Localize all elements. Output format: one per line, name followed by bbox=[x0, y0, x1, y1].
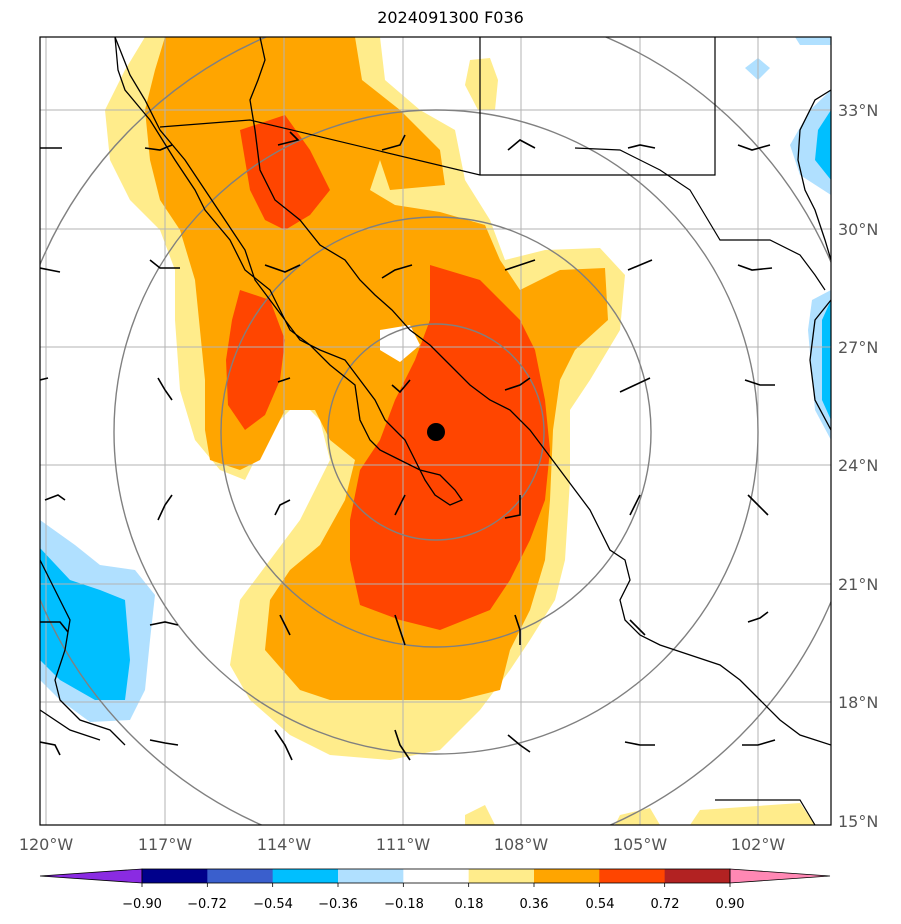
colorbar-labels: −0.90 −0.72 −0.54 −0.36 −0.18 0.18 0.36 … bbox=[122, 897, 744, 912]
lon-label: 105°W bbox=[613, 835, 668, 854]
colorbar-label: 0.54 bbox=[586, 897, 615, 912]
colorbar-segment bbox=[599, 869, 666, 883]
colorbar-segment bbox=[664, 869, 731, 883]
colorbar-label: 0.36 bbox=[520, 897, 549, 912]
lat-label: 18°N bbox=[838, 693, 878, 712]
lon-label: 111°W bbox=[376, 835, 431, 854]
lat-label: 33°N bbox=[838, 101, 878, 120]
colorbar-label: 0.18 bbox=[455, 897, 484, 912]
shading-red-orange bbox=[226, 115, 550, 630]
colorbar-extend-min bbox=[39, 868, 143, 884]
colorbar-label: 0.72 bbox=[651, 897, 680, 912]
borders bbox=[159, 37, 826, 825]
colorbar-label: −0.54 bbox=[253, 897, 293, 912]
shading-blue bbox=[40, 110, 831, 700]
lon-label: 120°W bbox=[19, 835, 74, 854]
colorbar-label: −0.72 bbox=[187, 897, 227, 912]
lon-label: 102°W bbox=[731, 835, 786, 854]
colorbar-segments bbox=[39, 868, 831, 884]
colorbar-segment bbox=[468, 869, 535, 883]
colorbar-label: −0.36 bbox=[318, 897, 358, 912]
coastlines bbox=[40, 37, 831, 746]
lon-label: 117°W bbox=[138, 835, 193, 854]
storm-center-marker bbox=[427, 423, 445, 441]
lat-label: 30°N bbox=[838, 220, 878, 239]
map-title: 2024091300 F036 bbox=[377, 8, 524, 27]
lat-label: 24°N bbox=[838, 456, 878, 475]
colorbar-label: 0.90 bbox=[716, 897, 745, 912]
latitude-labels: 33°N 30°N 27°N 24°N 21°N 18°N 15°N bbox=[838, 101, 878, 831]
colorbar-segment bbox=[534, 869, 600, 883]
colorbar-segment bbox=[403, 869, 470, 883]
map-plot-area bbox=[40, 37, 831, 825]
colorbar-extend-max bbox=[729, 868, 831, 884]
colorbar-label: −0.18 bbox=[384, 897, 424, 912]
colorbar: −0.90 −0.72 −0.54 −0.36 −0.18 0.18 0.36 … bbox=[39, 868, 831, 912]
wind-barbs bbox=[40, 131, 776, 761]
colorbar-outline bbox=[141, 868, 731, 884]
colorbar-ticks bbox=[141, 883, 731, 887]
colorbar-segment bbox=[142, 869, 208, 883]
colorbar-segment bbox=[272, 869, 339, 883]
lat-label: 21°N bbox=[838, 575, 878, 594]
colorbar-label: −0.90 bbox=[122, 897, 162, 912]
longitude-labels: 120°W 117°W 114°W 111°W 108°W 105°W 102°… bbox=[19, 835, 786, 854]
map-frame bbox=[39, 36, 832, 826]
lat-label: 15°N bbox=[838, 812, 878, 831]
lat-label: 27°N bbox=[838, 338, 878, 357]
colorbar-segment bbox=[338, 869, 404, 883]
colorbar-segment bbox=[207, 869, 274, 883]
lon-label: 114°W bbox=[257, 835, 312, 854]
lon-label: 108°W bbox=[494, 835, 549, 854]
range-rings bbox=[40, 37, 831, 825]
